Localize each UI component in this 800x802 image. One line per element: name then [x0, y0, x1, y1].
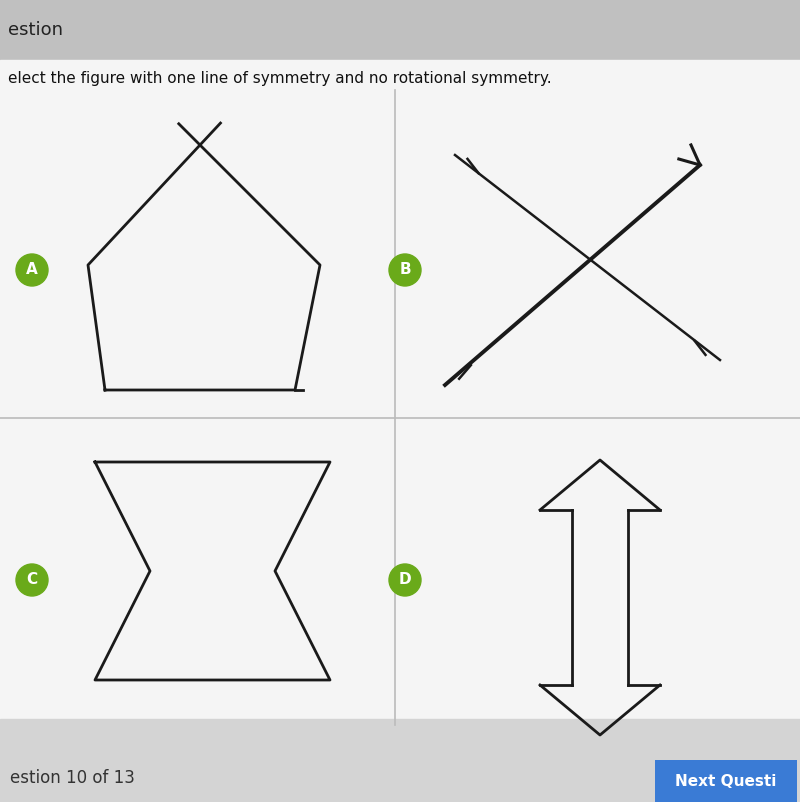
Text: estion: estion [8, 21, 63, 39]
Text: B: B [399, 262, 411, 277]
Text: A: A [26, 262, 38, 277]
Circle shape [389, 564, 421, 596]
Circle shape [389, 254, 421, 286]
Circle shape [16, 564, 48, 596]
Text: Next Questi: Next Questi [675, 773, 777, 788]
Bar [0, 750, 800, 802]
Bar [0, 719, 800, 802]
Circle shape [16, 254, 48, 286]
Text: estion 10 of 13: estion 10 of 13 [10, 769, 135, 787]
Text: elect the figure with one line of symmetry and no rotational symmetry.: elect the figure with one line of symmet… [8, 71, 552, 86]
Bar [655, 760, 797, 802]
Bar [0, 0, 800, 60]
Text: C: C [26, 573, 38, 588]
Text: D: D [398, 573, 411, 588]
Bar [0, 60, 800, 720]
